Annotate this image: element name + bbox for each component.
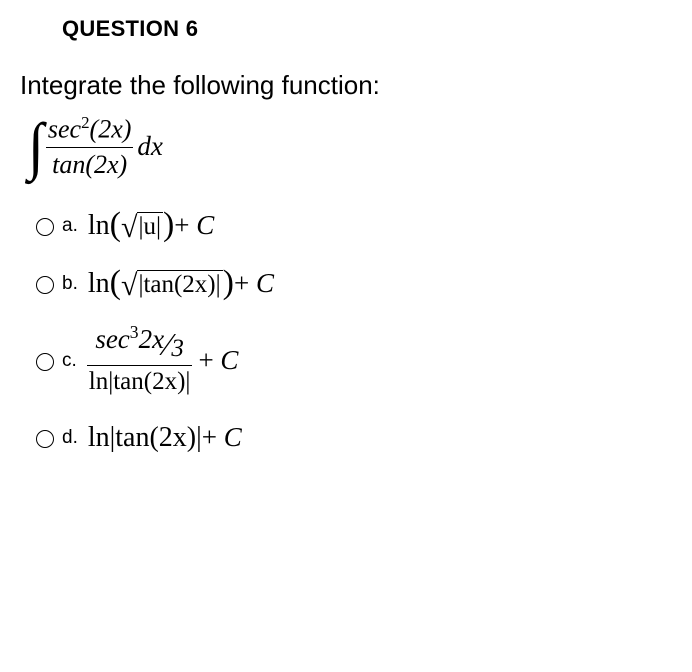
opt-b-ln: ln bbox=[88, 268, 110, 300]
opt-c-num-3: 3 bbox=[171, 335, 184, 363]
opt-b-sqrt-arg: (2x)| bbox=[174, 271, 221, 298]
opt-c-plus: + bbox=[198, 345, 220, 375]
opt-c-num-2x: 2x bbox=[139, 324, 164, 354]
option-d[interactable]: d. ln|tan(2x)| + C bbox=[36, 422, 652, 454]
integral-sign: ∫ bbox=[28, 118, 44, 175]
question-prompt: Integrate the following function: bbox=[20, 70, 652, 101]
integral-fraction: sec2(2x) tan(2x) bbox=[46, 113, 134, 180]
radio-b[interactable] bbox=[36, 276, 54, 294]
opt-d-tan: |tan bbox=[110, 422, 150, 454]
option-letter-d: d. bbox=[62, 427, 78, 449]
radio-a[interactable] bbox=[36, 218, 54, 236]
option-letter-a: a. bbox=[62, 215, 78, 237]
opt-d-c: C bbox=[224, 422, 242, 452]
integral-expression: ∫ sec2(2x) tan(2x) dx bbox=[28, 113, 652, 180]
option-b-expr: ln ( √ |tan(2x)| ) + C bbox=[88, 268, 274, 300]
numerator-sec: sec bbox=[48, 115, 81, 144]
option-letter-b: b. bbox=[62, 273, 78, 295]
opt-a-sqrt: √ |u| bbox=[121, 212, 163, 239]
opt-d-plus: + bbox=[202, 422, 224, 452]
opt-b-plus: + bbox=[234, 268, 256, 298]
radio-d[interactable] bbox=[36, 430, 54, 448]
denom-arg: (2x) bbox=[85, 150, 127, 179]
opt-c-den-tan: |tan bbox=[108, 368, 144, 395]
option-c-expr: sec32x ⁄ 3 ln|tan(2x)| + C bbox=[87, 326, 239, 396]
option-b[interactable]: b. ln ( √ |tan(2x)| ) + C bbox=[36, 268, 652, 300]
opt-a-sqrt-content: |u| bbox=[137, 212, 163, 239]
opt-b-sqrt: √ |tan(2x)| bbox=[121, 270, 223, 297]
question-header: QUESTION 6 bbox=[62, 16, 652, 42]
opt-d-ln: ln bbox=[88, 422, 110, 454]
differential: dx bbox=[137, 131, 162, 162]
option-d-expr: ln|tan(2x)| + C bbox=[88, 422, 242, 454]
option-a[interactable]: a. ln ( √ |u| ) + C bbox=[36, 210, 652, 242]
opt-c-sec: sec bbox=[95, 324, 129, 354]
denom-tan: tan bbox=[52, 150, 85, 179]
opt-a-ln: ln bbox=[88, 210, 110, 242]
opt-b-c: C bbox=[256, 268, 274, 298]
opt-a-plus: + bbox=[174, 210, 196, 240]
radio-c[interactable] bbox=[36, 353, 54, 371]
opt-c-exp: 3 bbox=[130, 322, 139, 342]
numerator-exp: 2 bbox=[81, 113, 89, 132]
numerator-arg: (2x) bbox=[90, 115, 132, 144]
opt-b-sqrt-pre: |tan bbox=[138, 271, 174, 298]
opt-c-den-ln: ln bbox=[89, 368, 108, 395]
options-group: a. ln ( √ |u| ) + C b. ln ( √ |tan(2x)| … bbox=[36, 210, 652, 454]
opt-a-c: C bbox=[196, 210, 214, 240]
option-letter-c: c. bbox=[62, 350, 77, 372]
opt-c-fraction: sec32x ⁄ 3 ln|tan(2x)| bbox=[87, 326, 193, 396]
opt-c-numerator: sec32x ⁄ 3 bbox=[95, 326, 184, 363]
opt-c-c: C bbox=[220, 345, 238, 375]
option-a-expr: ln ( √ |u| ) + C bbox=[88, 210, 214, 242]
opt-d-arg: (2x)| bbox=[149, 422, 201, 454]
option-c[interactable]: c. sec32x ⁄ 3 ln|tan(2x)| + C bbox=[36, 326, 652, 396]
opt-c-den-arg: (2x)| bbox=[144, 368, 191, 395]
